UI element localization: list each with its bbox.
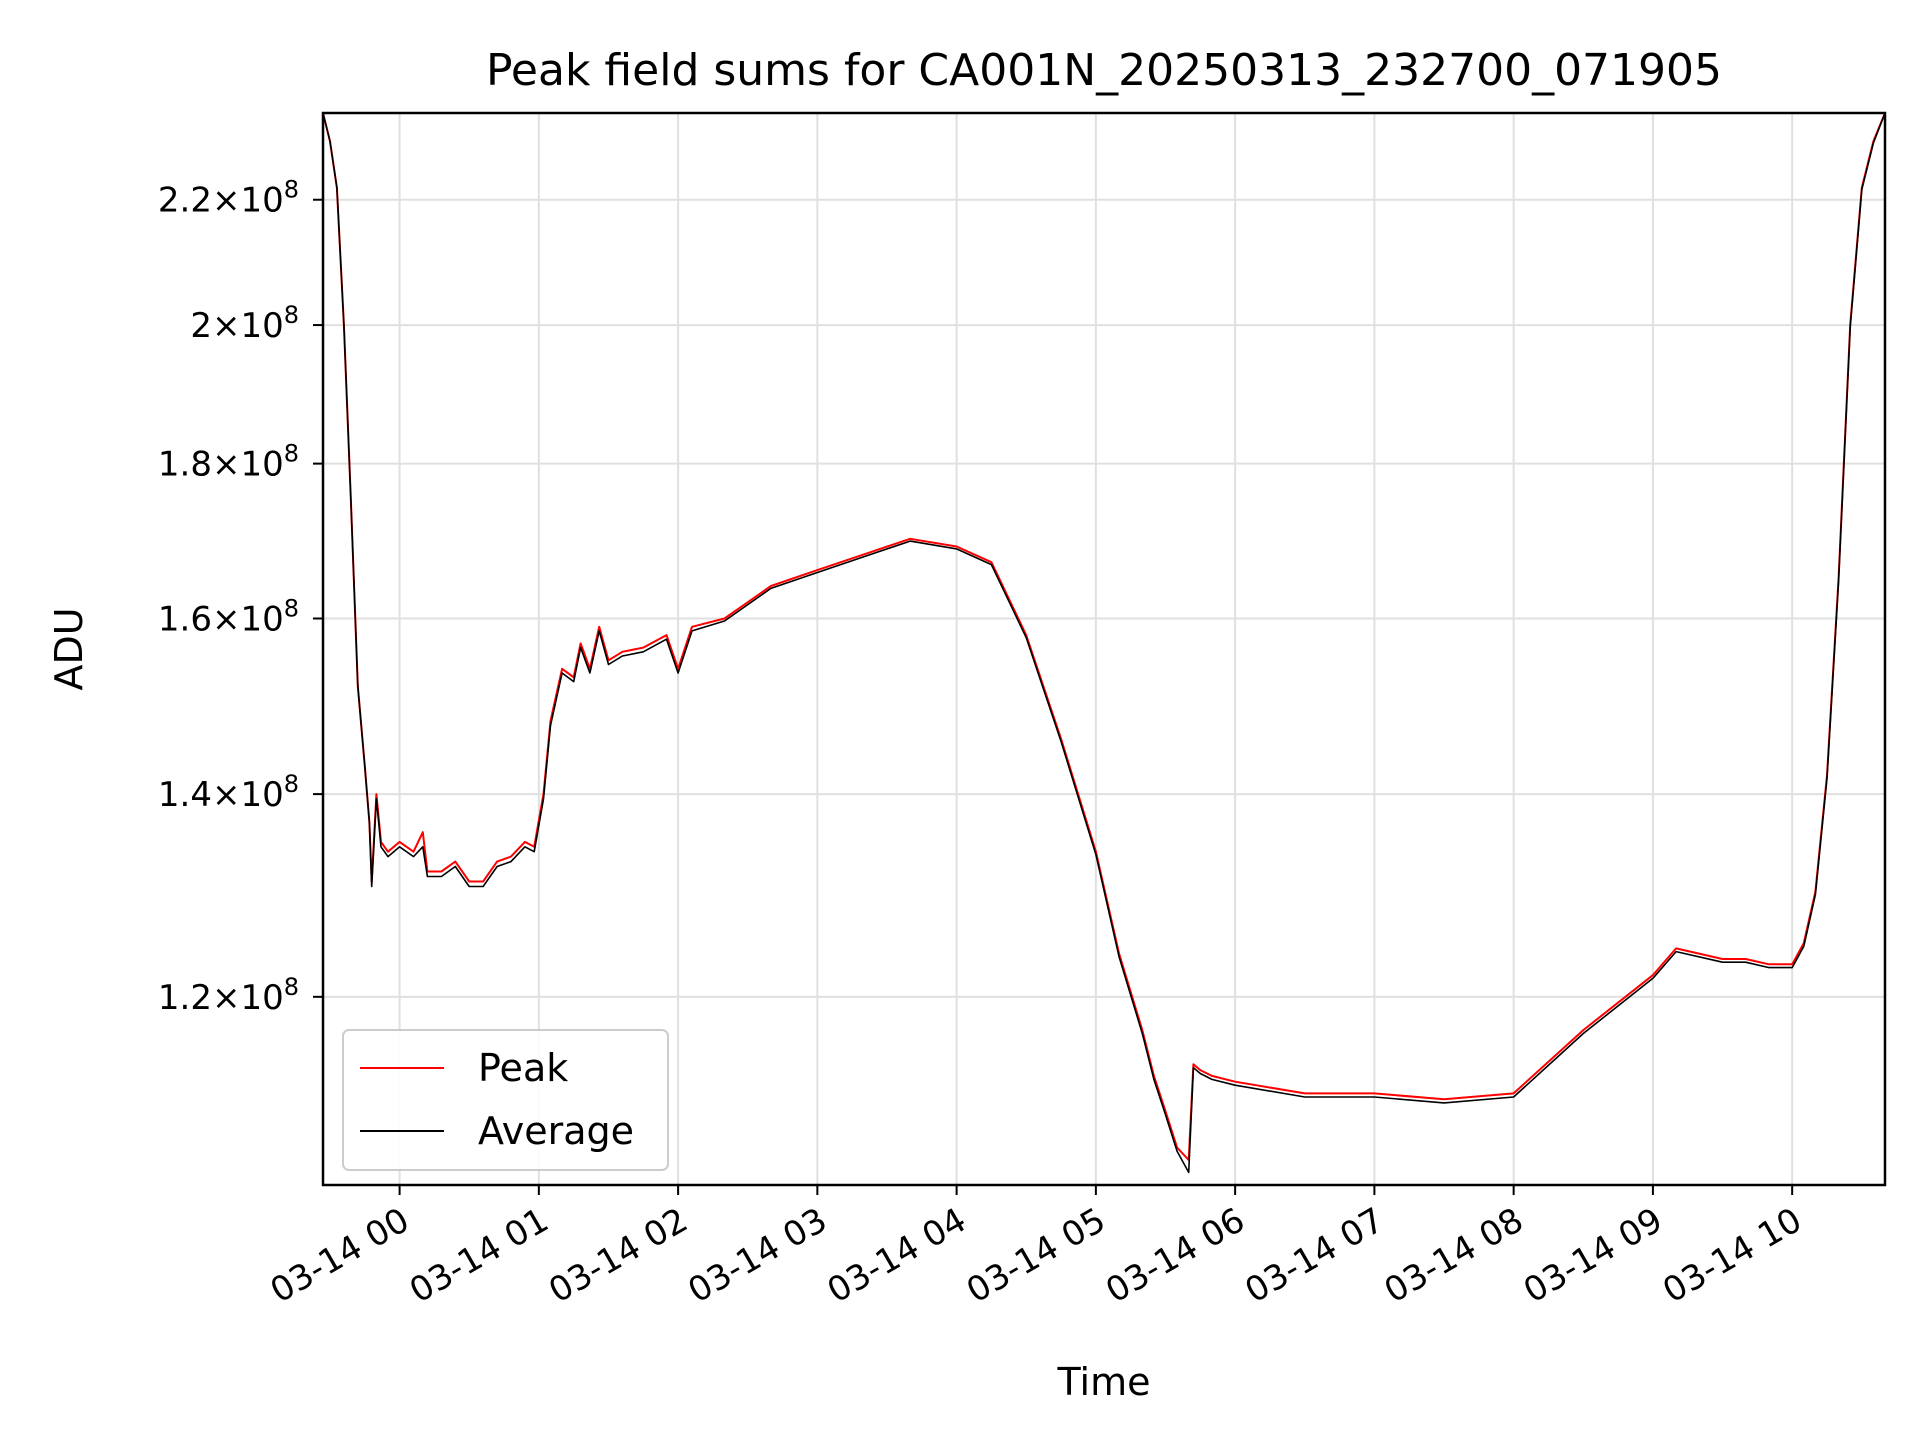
legend-label-peak: Peak <box>478 1046 568 1090</box>
y-tick-times-sign: ×10 <box>212 978 284 1018</box>
series-lines <box>322 112 1886 1174</box>
grid-lines <box>323 113 1885 1185</box>
legend-label-average: Average <box>478 1109 634 1153</box>
legend: Peak Average <box>342 1029 669 1171</box>
y-tick-label: 1.4×108 <box>158 770 299 815</box>
y-tick-times-sign: ×10 <box>212 306 284 346</box>
y-tick-exponent: 8 <box>284 595 299 623</box>
y-tick-label: 2×108 <box>190 301 299 346</box>
y-tick-mantissa: 1.4 <box>158 775 212 815</box>
y-tick-label: 2.2×108 <box>158 176 299 221</box>
y-tick-label: 1.8×108 <box>158 440 299 485</box>
series-line-peak <box>322 112 1886 1161</box>
y-tick-mantissa: 1.8 <box>158 445 212 485</box>
y-tick-exponent: 8 <box>284 301 299 329</box>
y-tick-exponent: 8 <box>284 440 299 468</box>
y-tick-exponent: 8 <box>284 770 299 798</box>
x-axis-label: Time <box>1057 1360 1151 1404</box>
y-tick-times-sign: ×10 <box>212 600 284 640</box>
y-axis-label: ADU <box>47 607 91 690</box>
y-tick-mantissa: 2.2 <box>158 181 212 221</box>
y-tick-mantissa: 1.2 <box>158 978 212 1018</box>
plot-area-frame <box>321 111 1887 1187</box>
y-tick-exponent: 8 <box>284 973 299 1001</box>
y-tick-exponent: 8 <box>284 176 299 204</box>
y-tick-label: 1.6×108 <box>158 595 299 640</box>
chart-title: Peak field sums for CA001N_20250313_2327… <box>486 45 1722 96</box>
y-tick-times-sign: ×10 <box>212 181 284 221</box>
y-tick-label: 1.2×108 <box>158 973 299 1018</box>
y-tick-times-sign: ×10 <box>212 445 284 485</box>
y-tick-mantissa: 2 <box>190 306 212 346</box>
series-line-average <box>322 112 1886 1174</box>
legend-box <box>342 1029 669 1171</box>
y-tick-mantissa: 1.6 <box>158 600 212 640</box>
y-tick-times-sign: ×10 <box>212 775 284 815</box>
